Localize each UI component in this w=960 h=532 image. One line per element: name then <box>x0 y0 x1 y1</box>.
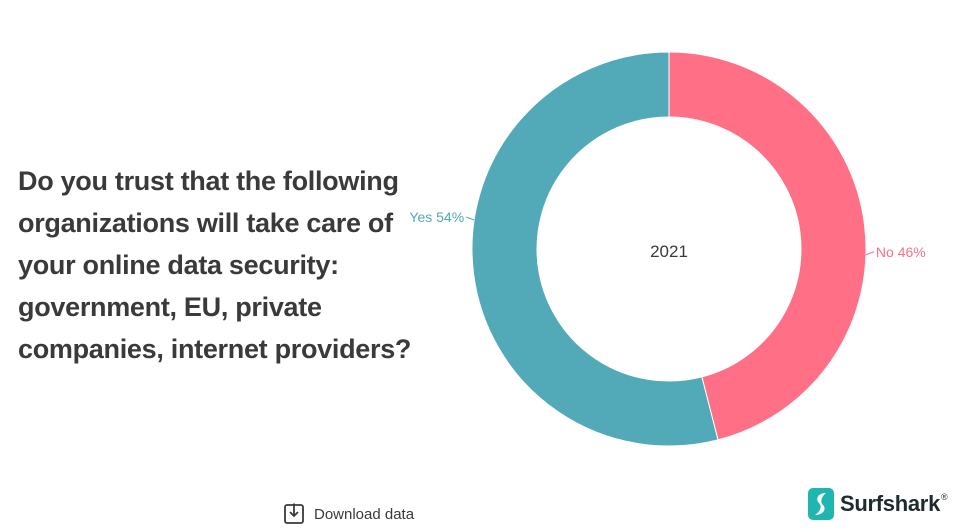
surfshark-brand: Surfshark ® <box>808 488 948 520</box>
download-data-button[interactable]: Download data <box>284 503 414 525</box>
download-data-label: Download data <box>314 505 415 523</box>
donut-slice-0[interactable] <box>668 51 867 441</box>
leader-line-0 <box>865 251 875 256</box>
slice-label-1: Yes 54% <box>409 209 464 225</box>
center-label: 2021 <box>650 242 688 261</box>
brand-name: Surfshark <box>840 491 941 516</box>
slice-label-0: No 46% <box>876 244 926 260</box>
leader-line-1 <box>465 216 475 221</box>
chart-question-title: Do you trust that the following organiza… <box>18 166 412 364</box>
donut-slice-1[interactable] <box>471 51 719 447</box>
surfshark-logo-icon <box>808 488 834 520</box>
brand-registered-mark: ® <box>941 492 948 502</box>
download-icon <box>284 503 304 524</box>
